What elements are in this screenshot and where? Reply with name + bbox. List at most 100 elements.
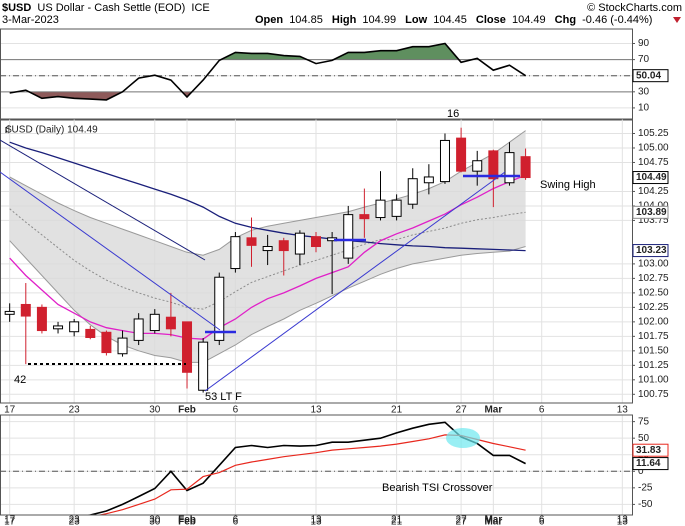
x-tick-label: 6 <box>233 517 239 526</box>
exchange: ICE <box>191 2 209 14</box>
candle-body <box>246 237 257 246</box>
y-tick-label: 105.00 <box>638 143 669 154</box>
copyright: © StockCharts.com <box>587 2 682 14</box>
x-tick-label: 17 <box>4 517 16 526</box>
band-upper <box>9 130 526 256</box>
last-value-box <box>632 457 669 471</box>
candle-body <box>149 313 160 332</box>
candle-body <box>36 306 47 332</box>
instrument-name: US Dollar - Cash Settle (EOD) <box>37 2 185 14</box>
candle-body <box>423 176 434 184</box>
panel-frame <box>0 118 633 404</box>
candle-body <box>230 236 241 270</box>
y-tick-label: 104.25 <box>638 186 669 197</box>
panel <box>0 119 632 403</box>
candle-body <box>182 321 193 373</box>
y-tick-label: 102.25 <box>638 302 669 313</box>
last-value-box <box>632 205 669 219</box>
quote-label: Open <box>255 14 283 26</box>
x-tick-label: 21 <box>391 517 403 526</box>
last-value-label: 103.23 <box>636 245 667 256</box>
candle-body <box>198 341 209 391</box>
last-value-box <box>632 443 669 457</box>
quote-label: Chg <box>555 14 576 26</box>
x-tick-label: 23 <box>69 517 81 526</box>
candle-body <box>85 328 96 339</box>
x-tick-label: 30 <box>149 517 161 526</box>
y-tick-label: 105.25 <box>638 128 669 139</box>
x-tick-label: 13 <box>617 405 629 416</box>
last-value-box <box>632 171 669 185</box>
x-tick-label: Feb <box>178 517 196 526</box>
candle-body <box>294 232 305 255</box>
date: 3-Mar-2023 <box>2 14 59 26</box>
quote-label: Close <box>476 14 506 26</box>
x-tick-label: 13 <box>617 515 629 526</box>
y-tick-label: 102.75 <box>638 273 669 284</box>
y-tick-label: -50 <box>638 499 653 510</box>
x-tick-label: 6 <box>539 515 545 526</box>
y-tick-label: 50 <box>638 433 650 444</box>
quote-value: 104.49 <box>512 14 546 26</box>
annotation: 42 <box>14 374 26 386</box>
candle-body <box>456 137 467 172</box>
candle-body <box>214 276 225 341</box>
candle-body <box>53 325 64 330</box>
x-tick-label: Mar <box>484 517 502 526</box>
candle-body <box>391 199 402 217</box>
candle-body <box>488 150 499 180</box>
header-line: $USD US Dollar - Cash Settle (EOD) ICE <box>2 2 210 14</box>
candle-body <box>165 316 176 330</box>
candle-body <box>4 310 15 315</box>
x-tick-label: 6 <box>539 405 545 416</box>
last-value-label: 103.89 <box>636 207 667 218</box>
quote-value: 104.99 <box>362 14 396 26</box>
candle-body <box>133 318 144 341</box>
candle-body <box>20 303 31 317</box>
last-value-label: 11.64 <box>636 458 661 469</box>
annotation: Swing High <box>540 179 596 191</box>
overlay-line <box>9 141 526 252</box>
candle-body <box>504 152 515 184</box>
candle-body <box>278 240 289 252</box>
x-tick-label: 6 <box>233 515 239 526</box>
y-tick-label: 10 <box>638 103 650 114</box>
overlay-line <box>9 208 526 310</box>
trend-line <box>204 171 506 392</box>
quote-label: Low <box>405 14 427 26</box>
candle-body <box>262 246 273 252</box>
y-tick-label: -25 <box>638 482 653 493</box>
down-arrow <box>673 17 681 23</box>
candle-body <box>117 337 128 355</box>
trend-line <box>0 139 206 261</box>
last-value-label: 104.49 <box>636 172 667 183</box>
x-tick-label: 27 <box>456 517 468 526</box>
candle-body <box>407 178 418 205</box>
x-tick-label: 21 <box>391 405 403 416</box>
y-tick-label: 90 <box>638 38 650 49</box>
candle-body <box>343 214 354 259</box>
x-tick-label: 13 <box>310 405 322 416</box>
last-value-box <box>632 69 669 83</box>
quote: Open 104.85 High 104.99 Low 104.45 Close… <box>255 14 652 26</box>
annotation: Bearish TSI Crossover <box>382 482 493 494</box>
x-tick-label: 27 <box>456 405 468 416</box>
panel <box>0 42 632 109</box>
y-tick-label: 101.75 <box>638 331 669 342</box>
x-tick-label: 6 <box>233 405 239 416</box>
drawings <box>0 139 520 392</box>
y-tick-label: 100.75 <box>638 389 669 400</box>
last-value-label: 31.83 <box>636 445 661 456</box>
candle-body <box>311 236 321 248</box>
annotation: 16 <box>447 108 459 120</box>
x-tick-label: 17 <box>4 405 16 416</box>
series-line <box>83 421 526 515</box>
y-tick-label: 30 <box>638 86 650 97</box>
overbought-fill <box>220 43 479 60</box>
trend-line <box>0 171 221 331</box>
annotation: 53 LT F <box>205 391 242 403</box>
band-lower <box>9 240 526 363</box>
x-tick-label: 17 <box>4 515 16 526</box>
candle-body <box>439 139 450 183</box>
candle-body <box>520 156 531 179</box>
